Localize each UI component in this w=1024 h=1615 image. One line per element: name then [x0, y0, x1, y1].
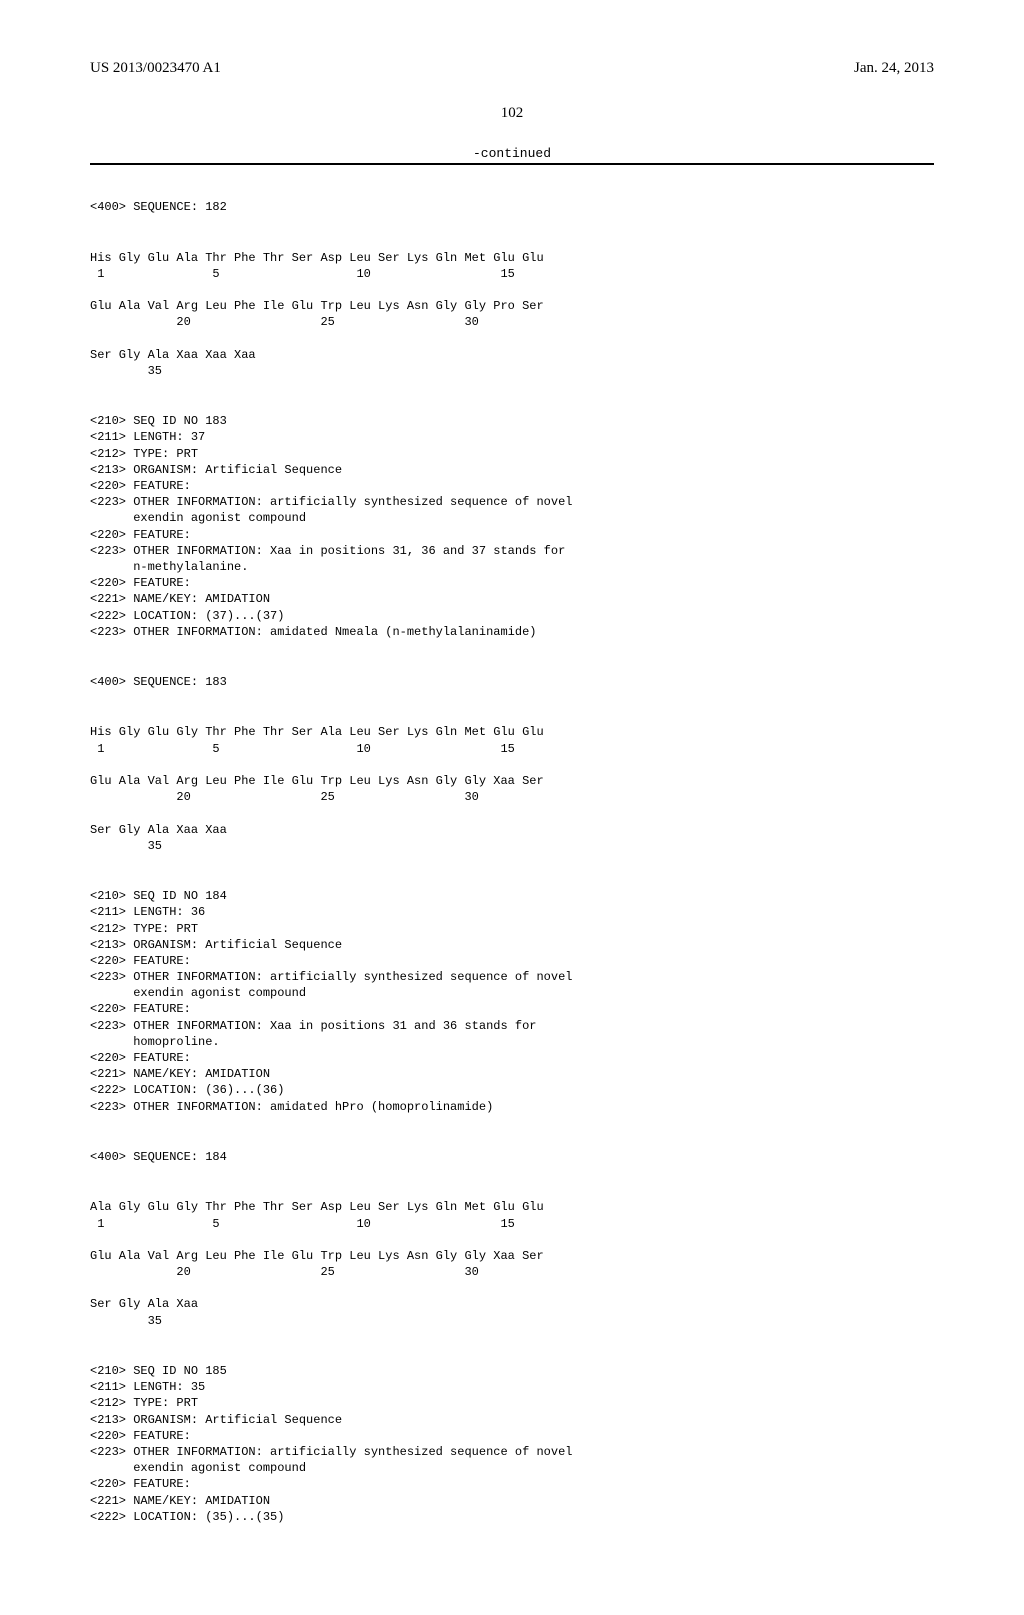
seq183-header: <400> SEQUENCE: 183	[90, 674, 934, 690]
meta184: <210> SEQ ID NO 184 <211> LENGTH: 36 <21…	[90, 888, 934, 1115]
page-container: US 2013/0023470 A1 Jan. 24, 2013 102 -co…	[0, 0, 1024, 1615]
seq183-body: His Gly Glu Gly Thr Phe Thr Ser Ala Leu …	[90, 724, 934, 854]
page-number: 102	[90, 105, 934, 122]
continued-label: -continued	[90, 146, 934, 161]
seq184-header: <400> SEQUENCE: 184	[90, 1149, 934, 1165]
separator-line	[90, 163, 934, 165]
seq182-body: His Gly Glu Ala Thr Phe Thr Ser Asp Leu …	[90, 250, 934, 380]
sequence-listing: <400> SEQUENCE: 182 His Gly Glu Ala Thr …	[90, 183, 934, 1575]
seq184-body: Ala Gly Glu Gly Thr Phe Thr Ser Asp Leu …	[90, 1199, 934, 1329]
meta185: <210> SEQ ID NO 185 <211> LENGTH: 35 <21…	[90, 1363, 934, 1525]
publication-date: Jan. 24, 2013	[854, 60, 934, 77]
publication-number: US 2013/0023470 A1	[90, 60, 221, 77]
seq182-header: <400> SEQUENCE: 182	[90, 199, 934, 215]
meta183: <210> SEQ ID NO 183 <211> LENGTH: 37 <21…	[90, 413, 934, 640]
page-header: US 2013/0023470 A1 Jan. 24, 2013	[90, 60, 934, 77]
